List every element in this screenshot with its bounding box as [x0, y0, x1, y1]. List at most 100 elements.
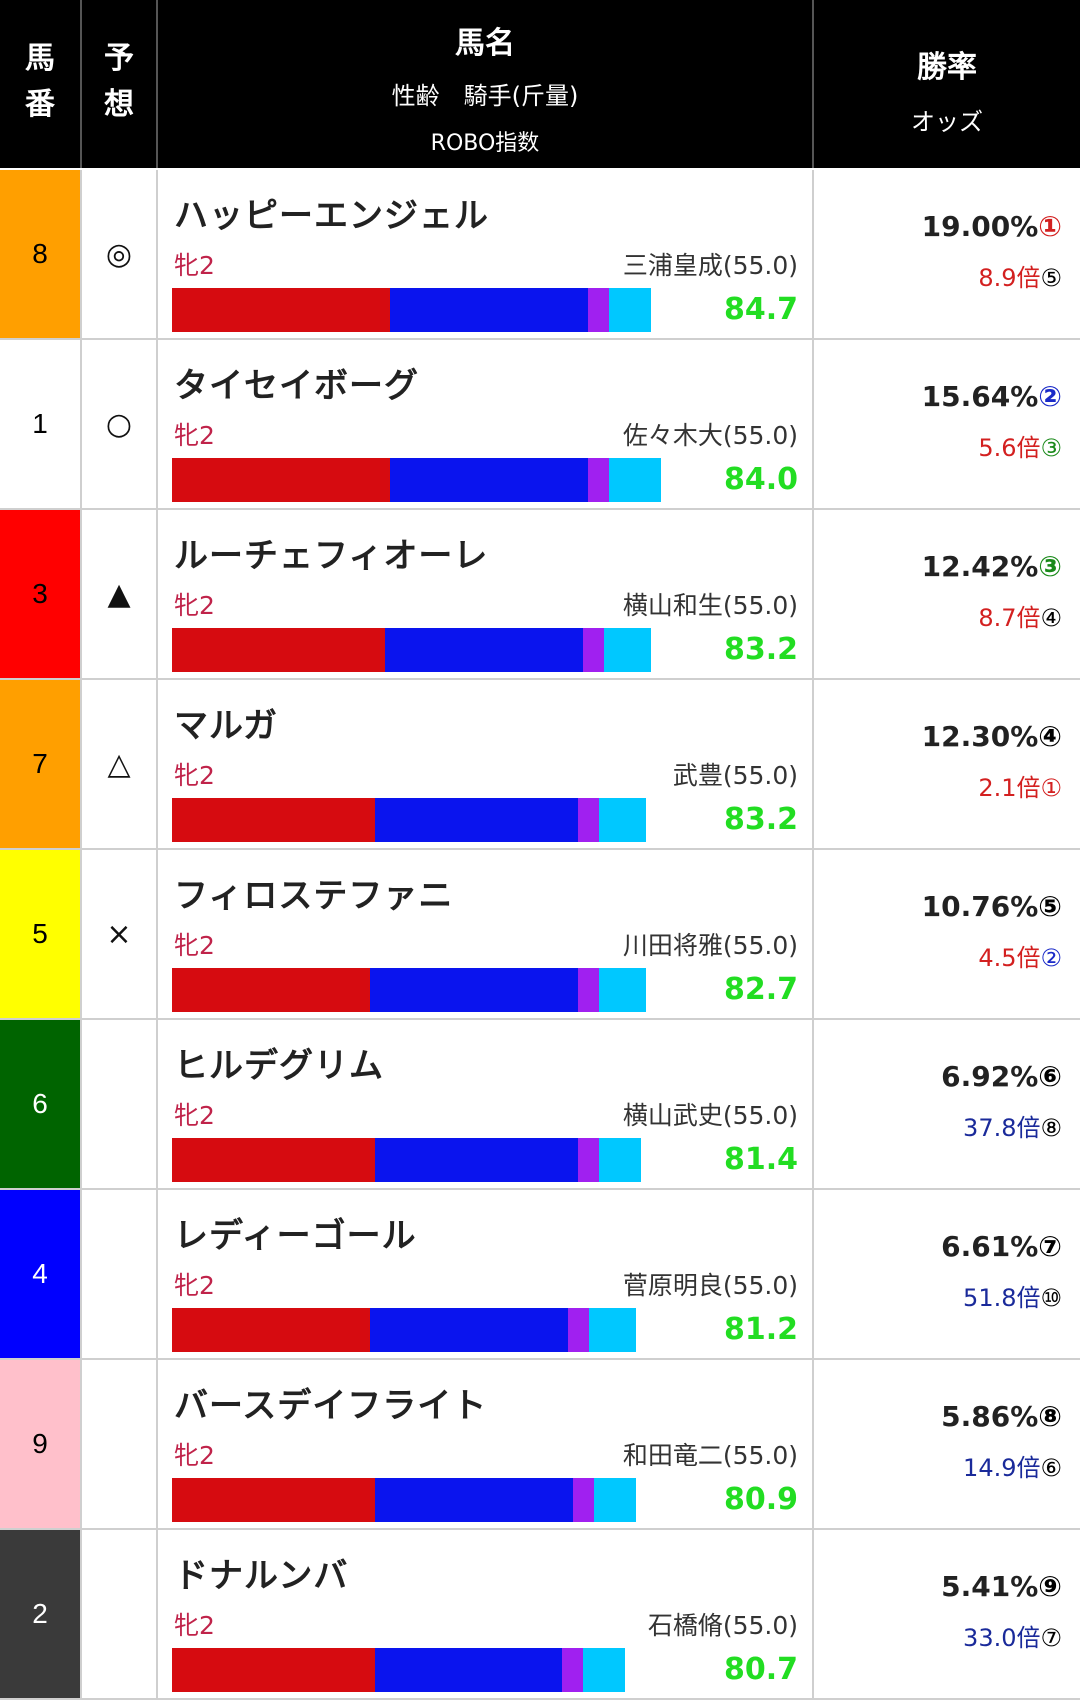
odds: 8.9倍⑤: [978, 258, 1062, 293]
robo-index-score: 81.2: [723, 1312, 798, 1347]
sex-age: 牝2: [174, 1101, 215, 1130]
horse-name[interactable]: ルーチェフィオーレ: [174, 536, 489, 576]
win-rate-value: 10.76%: [921, 890, 1039, 923]
sex-age: 牝2: [174, 1271, 215, 1300]
horse-name[interactable]: ヒルデグリム: [174, 1046, 384, 1086]
bar-segment-blue: [370, 968, 578, 1012]
horse-info: レディーゴール 牝2 菅原明良(55.0) 81.2: [158, 1190, 814, 1358]
win-rate-value: 5.86%: [941, 1400, 1039, 1433]
table-row[interactable]: 8 ◎ ハッピーエンジェル 牝2 三浦皇成(55.0) 84.7 19.00%① 8.9倍⑤: [0, 170, 1080, 340]
odds-value: 2.1倍: [978, 774, 1041, 802]
table-row[interactable]: 7 △ マルガ 牝2 武豊(55.0) 83.2 12.30%④ 2.1倍①: [0, 680, 1080, 850]
prediction-mark: ▲: [82, 510, 158, 678]
table-row[interactable]: 1 ○ タイセイボーグ 牝2 佐々木大(55.0) 84.0 15.64%② 5.6倍③: [0, 340, 1080, 510]
header-prediction: 予 想: [82, 0, 158, 168]
horse-number: 2: [0, 1530, 82, 1698]
win-rate: 15.64%②: [922, 380, 1062, 413]
header-sex-jockey-label: 性齢 騎手(斤量): [391, 82, 579, 110]
horse-name[interactable]: レディーゴール: [174, 1216, 417, 1256]
table-row[interactable]: 2 ドナルンバ 牝2 石橋脩(55.0) 80.7 5.41%⑨ 33.0倍⑦: [0, 1530, 1080, 1700]
bar-segment-blue: [390, 458, 588, 502]
sex-age: 牝2: [174, 761, 215, 790]
horse-name[interactable]: ドナルンバ: [174, 1556, 349, 1596]
header-win-rate-label: 勝率: [917, 50, 977, 85]
prediction-mark: [82, 1020, 158, 1188]
sex-age: 牝2: [174, 1611, 215, 1640]
robo-index-score: 83.2: [723, 632, 798, 667]
bar-segment-red: [172, 628, 385, 672]
robo-index-score: 81.4: [723, 1142, 798, 1177]
bar-segment-red: [172, 1308, 370, 1352]
bar-segment-blue: [375, 1478, 573, 1522]
prediction-mark: ○: [82, 340, 158, 508]
bar-segment-red: [172, 1478, 375, 1522]
table-row[interactable]: 9 バースデイフライト 牝2 和田竜二(55.0) 80.9 5.86%⑧ 14.9倍⑥: [0, 1360, 1080, 1530]
bar-segment-cyan: [609, 288, 651, 332]
robo-index-score: 80.9: [723, 1482, 798, 1517]
odds-rank: ⑧: [1040, 1114, 1062, 1142]
robo-index-score: 80.7: [723, 1652, 798, 1687]
jockey-weight: 武豊(55.0): [672, 761, 798, 790]
bar-segment-purple: [588, 458, 609, 502]
bar-segment-cyan: [599, 968, 646, 1012]
horse-name[interactable]: フィロステファニ: [174, 876, 454, 916]
header-prediction-label: 予 想: [104, 41, 134, 122]
robo-index-bar: [172, 288, 692, 332]
win-rate: 5.86%⑧: [941, 1400, 1062, 1433]
horse-number: 6: [0, 1020, 82, 1188]
horse-info: ルーチェフィオーレ 牝2 横山和生(55.0) 83.2: [158, 510, 814, 678]
table-row[interactable]: 5 × フィロステファニ 牝2 川田将雅(55.0) 82.7 10.76%⑤ 4.5倍②: [0, 850, 1080, 1020]
odds-rank: ③: [1040, 434, 1062, 462]
horse-name[interactable]: ハッピーエンジェル: [174, 196, 489, 236]
table-row[interactable]: 4 レディーゴール 牝2 菅原明良(55.0) 81.2 6.61%⑦ 51.8倍⑩: [0, 1190, 1080, 1360]
robo-index-score: 84.7: [723, 292, 798, 327]
bar-segment-blue: [390, 288, 588, 332]
horse-number: 3: [0, 510, 82, 678]
table-row[interactable]: 3 ▲ ルーチェフィオーレ 牝2 横山和生(55.0) 83.2 12.42%③ 8.7倍④: [0, 510, 1080, 680]
robo-index-bar: [172, 458, 692, 502]
odds-rank: ⑤: [1040, 264, 1062, 292]
horse-name[interactable]: バースデイフライト: [174, 1386, 488, 1426]
bar-segment-cyan: [599, 798, 646, 842]
table-row[interactable]: 6 ヒルデグリム 牝2 横山武史(55.0) 81.4 6.92%⑥ 37.8倍⑧: [0, 1020, 1080, 1190]
win-rate-value: 5.41%: [941, 1570, 1039, 1603]
win-odds-cell: 10.76%⑤ 4.5倍②: [816, 850, 1080, 1018]
bar-segment-purple: [573, 1478, 594, 1522]
prediction-mark: [82, 1530, 158, 1698]
prediction-mark: △: [82, 680, 158, 848]
odds: 33.0倍⑦: [963, 1618, 1062, 1653]
win-rate-value: 6.92%: [941, 1060, 1039, 1093]
odds-value: 33.0倍: [963, 1624, 1041, 1652]
sex-age: 牝2: [174, 931, 215, 960]
sex-age: 牝2: [174, 251, 215, 280]
odds: 37.8倍⑧: [963, 1108, 1062, 1143]
bar-segment-blue: [375, 1648, 562, 1692]
bar-segment-blue: [375, 798, 578, 842]
horse-info: フィロステファニ 牝2 川田将雅(55.0) 82.7: [158, 850, 814, 1018]
bar-segment-blue: [385, 628, 583, 672]
horse-info: ハッピーエンジェル牝2 三浦皇成(55.0) 84.7: [158, 170, 814, 338]
horse-number: 1: [0, 340, 82, 508]
odds-value: 4.5倍: [978, 944, 1041, 972]
win-rate-rank: ③: [1038, 550, 1062, 583]
jockey-weight: 三浦皇成(55.0): [622, 251, 798, 280]
odds-rank: ①: [1040, 774, 1062, 802]
horse-info: マルガ 牝2 武豊(55.0) 83.2: [158, 680, 814, 848]
win-rate: 12.30%④: [922, 720, 1062, 753]
odds-rank: ⑦: [1040, 1624, 1062, 1652]
horse-name[interactable]: マルガ: [174, 706, 278, 746]
horse-name[interactable]: タイセイボーグ: [174, 366, 419, 406]
bar-segment-purple: [578, 1138, 599, 1182]
horse-number: 9: [0, 1360, 82, 1528]
header-robo-index-label: ROBO指数: [430, 131, 540, 156]
win-rate-rank: ⑧: [1038, 1400, 1062, 1433]
horse-number: 7: [0, 680, 82, 848]
robo-index-bar: [172, 1648, 692, 1692]
win-rate: 19.00%①: [922, 210, 1062, 243]
odds-value: 5.6倍: [978, 434, 1041, 462]
odds-rank: ④: [1040, 604, 1062, 632]
win-odds-cell: 12.42%③ 8.7倍④: [816, 510, 1080, 678]
win-rate: 10.76%⑤: [922, 890, 1062, 923]
prediction-mark: ×: [82, 850, 158, 1018]
bar-segment-red: [172, 1138, 375, 1182]
